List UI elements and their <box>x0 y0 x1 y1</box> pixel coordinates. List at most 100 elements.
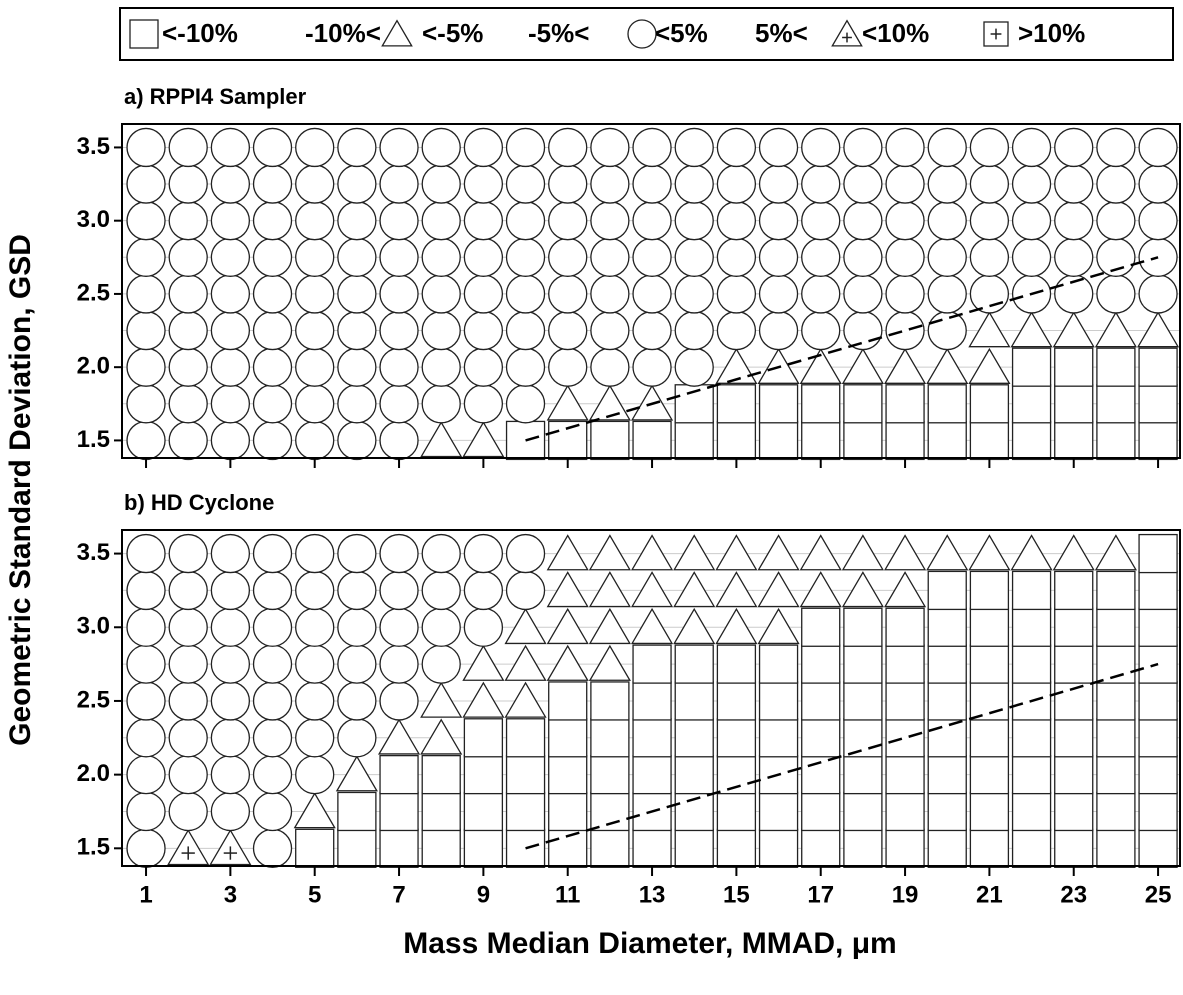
square <box>337 828 377 868</box>
cell-symbol <box>126 754 166 795</box>
circle <box>505 237 546 277</box>
cell-symbol <box>379 828 419 868</box>
panel-title: b) HD Cyclone <box>124 490 274 515</box>
circle <box>210 420 251 461</box>
circle <box>421 533 461 574</box>
circle <box>758 274 799 314</box>
circle <box>758 201 799 241</box>
cell-symbol <box>1096 127 1136 168</box>
triangle <box>1094 534 1137 571</box>
cell-symbol <box>337 681 377 721</box>
cell-symbol <box>168 237 208 277</box>
square <box>843 420 883 461</box>
circle <box>421 237 461 277</box>
square <box>801 791 841 832</box>
cell-symbol <box>674 164 714 204</box>
cell-symbol <box>758 828 799 868</box>
square <box>674 828 714 868</box>
cell-symbol <box>463 237 504 277</box>
y-tick-label: 3.5 <box>77 133 110 160</box>
cell-symbol <box>252 420 293 461</box>
square <box>885 644 925 684</box>
cell-symbol <box>421 570 461 611</box>
cell-symbol <box>126 127 166 168</box>
circle <box>632 274 672 314</box>
cell-symbol <box>463 310 504 351</box>
square <box>1054 828 1094 868</box>
cell-symbol <box>969 791 1010 832</box>
cell-symbol <box>126 644 166 684</box>
cell-symbol <box>210 237 251 277</box>
cell-symbol <box>462 681 505 718</box>
cell-symbol <box>758 237 799 277</box>
legend-label: -5%< <box>528 18 589 48</box>
cell-symbol <box>252 644 293 684</box>
cell-symbol <box>1052 534 1095 571</box>
cell-symbol <box>758 420 799 461</box>
cell-symbol <box>1052 311 1095 348</box>
triangle <box>715 571 758 608</box>
circle <box>421 310 461 351</box>
cell-symbol <box>379 164 419 204</box>
square <box>927 681 967 721</box>
cell-symbol <box>674 347 714 387</box>
cell-symbol <box>252 754 293 795</box>
circle <box>379 164 419 204</box>
triangle <box>1052 311 1095 348</box>
cell-symbol <box>126 718 166 758</box>
circle <box>210 164 251 204</box>
cell-symbol <box>210 570 251 611</box>
cell-symbol <box>1096 607 1136 647</box>
circle <box>1096 274 1136 314</box>
cell-symbol <box>674 718 714 758</box>
cell-symbol <box>715 534 758 571</box>
cell-symbol <box>674 310 714 351</box>
circle <box>927 164 967 204</box>
cell-symbol <box>337 570 377 611</box>
square <box>843 384 883 424</box>
cell-symbol <box>210 274 251 314</box>
cell-symbol <box>715 571 758 608</box>
square <box>1096 420 1136 461</box>
triangle <box>715 347 758 384</box>
triangle <box>841 571 884 608</box>
square <box>379 791 419 832</box>
y-tick-label: 2.0 <box>77 353 110 380</box>
circle <box>801 201 841 241</box>
square <box>885 754 925 795</box>
circle <box>337 681 377 721</box>
cell-symbol <box>548 791 588 832</box>
triangle <box>715 607 758 645</box>
circle <box>168 201 208 241</box>
cell-symbol <box>126 310 166 351</box>
cell-symbol <box>379 347 419 387</box>
circle <box>1096 127 1136 168</box>
cell-symbol <box>1136 311 1180 348</box>
cell-symbol <box>843 791 883 832</box>
cell-symbol <box>463 791 504 832</box>
x-tick-label: 25 <box>1145 881 1172 908</box>
cell-symbol <box>379 681 419 721</box>
cell-symbol <box>843 384 883 424</box>
square <box>505 718 546 758</box>
cell-symbol <box>379 127 419 168</box>
cell-symbol <box>757 534 800 571</box>
square <box>758 384 799 424</box>
circle <box>632 201 672 241</box>
cell-symbol <box>1138 201 1178 241</box>
cell-symbol <box>337 384 377 424</box>
square <box>1011 791 1052 832</box>
cell-symbol <box>505 347 546 387</box>
cell-symbol <box>1096 201 1136 241</box>
circle <box>126 420 166 461</box>
circle <box>252 681 293 721</box>
square <box>1054 644 1094 684</box>
square <box>1096 791 1136 832</box>
cell-symbol <box>801 607 841 647</box>
triangle <box>588 644 631 681</box>
circle <box>674 201 714 241</box>
circle <box>126 384 166 424</box>
cell-symbol <box>1011 127 1052 168</box>
square <box>463 791 504 832</box>
triangle <box>504 681 547 718</box>
